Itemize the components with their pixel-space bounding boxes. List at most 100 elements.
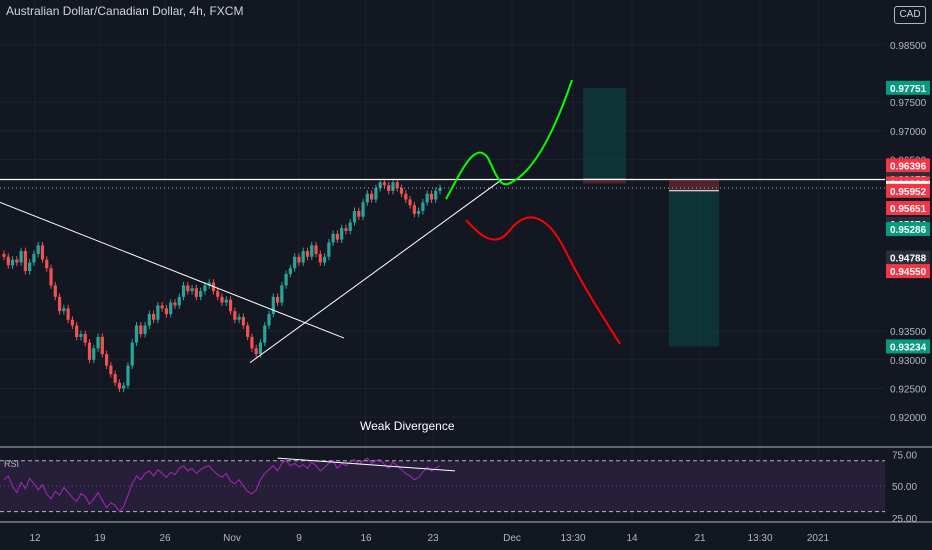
candle-body [190,288,194,292]
price-label-text: 0.94550 [890,267,927,278]
short-target-zone [669,190,719,347]
rsi-band [0,460,885,512]
y-tick-label: 0.92000 [890,413,927,424]
candle-body [181,285,186,297]
candle-body [241,316,245,326]
candle-body [228,299,233,312]
candle-body [331,233,335,243]
price-label-text: 0.95952 [890,187,927,198]
candle-body [357,210,361,217]
candle-body [164,308,169,315]
candle-body [40,245,45,260]
price-label-badge [886,250,930,265]
candle-body [293,256,297,269]
y-tick-label: 0.93500 [890,327,927,338]
candle-body [152,314,156,320]
candle-body [220,296,224,303]
candle-body [438,188,442,191]
currency-badge[interactable]: CAD [894,6,926,24]
candle-body [327,242,331,257]
y-tick-label: 0.97500 [890,98,927,109]
price-label-badge [886,339,930,354]
price-label-text: 0.93234 [890,342,927,353]
candle-body [92,348,96,360]
candle-body [169,302,173,315]
rsi-label: RSI [4,459,20,469]
candle-body [57,296,62,312]
candle-body [370,193,374,200]
bullish-projection-path [445,79,573,200]
price-label-text: 0.97751 [890,84,927,95]
candle-body [87,342,92,360]
candle-body [45,259,49,269]
price-axis[interactable]: 0.985000.975000.970000.965000.935000.930… [886,41,930,424]
candle-body [203,285,207,292]
candle-body [382,182,387,186]
candle-body [434,190,438,200]
candle-body [378,182,382,189]
x-tick-label: 2021 [807,533,830,544]
candle-body [53,285,57,297]
candle-body [199,291,203,297]
candle-body [2,253,6,257]
candle-body [100,336,104,355]
divergence-annotation: Weak Divergence [360,419,455,433]
candle-body [130,342,134,366]
x-tick-label: Nov [223,533,241,544]
candle-body [310,245,314,257]
x-tick-label: 19 [94,533,106,544]
price-label-badge [886,221,930,236]
drawing-layer[interactable] [0,79,885,364]
candle-body [254,348,258,355]
chart-title: Australian Dollar/Canadian Dollar, 4h, F… [6,4,244,18]
long-stop-zone [583,179,626,184]
y-tick-label: 0.98500 [890,41,927,52]
candle-body [399,188,404,194]
candle-body [160,305,164,309]
candle-body [62,308,66,312]
candle-body [314,245,318,254]
candle-body [267,314,271,326]
candle-body [318,253,322,263]
candle-body [305,251,310,257]
price-label-text: 0.96396 [890,161,927,172]
candle-body [361,202,365,217]
candle-body [288,268,292,274]
rsi-tick-label: 75.00 [892,450,917,461]
candle-body [395,182,399,189]
x-tick-label: Dec [503,533,521,544]
candle-body [49,268,53,286]
candle-body [408,199,412,206]
candle-body [19,251,23,263]
candle-body [207,282,211,286]
candlestick-series [2,178,442,392]
candle-body [32,253,36,263]
price-label-text: 0.95286 [890,225,927,236]
candle-body [425,193,429,203]
candle-body [237,316,241,320]
candle-body [126,365,130,386]
price-label-badge [886,158,930,173]
candle-body [224,299,228,303]
candle-body [258,342,263,355]
rsi-pane: 75.00 50.00 25.00 [0,446,932,525]
rsi-tick-label: 25.00 [892,514,917,525]
price-label-text: 0.95651 [890,204,927,215]
candle-body [284,273,288,286]
time-axis[interactable]: 12 19 26 Nov 9 16 23 Dec 13:30 14 21 13:30 2021 [0,521,932,544]
candle-body [421,202,425,211]
x-tick-label: 13:30 [747,533,772,544]
candle-body [391,182,395,191]
y-tick-label: 0.92500 [890,384,927,395]
price-label-badge [886,201,930,216]
x-tick-label: 12 [29,533,41,544]
x-tick-label: 26 [159,533,171,544]
x-tick-label: 23 [427,533,439,544]
candle-body [147,314,151,326]
candle-body [104,354,109,366]
trade-setups [583,87,719,347]
x-tick-label: 14 [626,533,638,544]
candle-body [280,285,284,303]
candle-body [143,325,147,335]
